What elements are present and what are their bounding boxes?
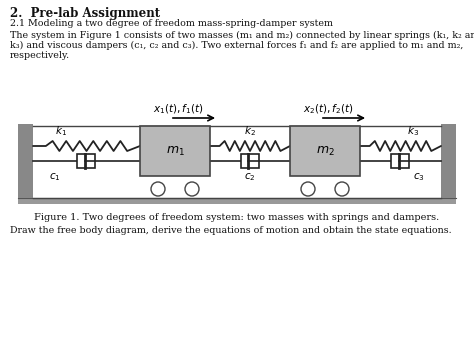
Bar — [392, 154, 410, 168]
Text: Draw the free body diagram, derive the equations of motion and obtain the state : Draw the free body diagram, derive the e… — [10, 226, 452, 235]
Circle shape — [185, 182, 199, 196]
Bar — [441, 124, 456, 198]
Text: $c_2$: $c_2$ — [244, 171, 256, 183]
Bar — [241, 154, 259, 168]
Text: respectively.: respectively. — [10, 51, 70, 60]
Circle shape — [301, 182, 315, 196]
Text: $m_2$: $m_2$ — [316, 144, 334, 157]
Bar — [290, 126, 360, 176]
Circle shape — [151, 182, 165, 196]
Text: $m_1$: $m_1$ — [165, 144, 184, 157]
Bar — [18, 198, 456, 204]
Text: $c_1$: $c_1$ — [49, 171, 61, 183]
Text: k₃) and viscous dampers (c₁, c₂ and c₃). Two external forces f₁ and f₂ are appli: k₃) and viscous dampers (c₁, c₂ and c₃).… — [10, 41, 464, 50]
Text: $k_2$: $k_2$ — [244, 124, 256, 138]
Text: $c_3$: $c_3$ — [413, 171, 425, 183]
Text: Figure 1. Two degrees of freedom system: two masses with springs and dampers.: Figure 1. Two degrees of freedom system:… — [35, 213, 439, 222]
Bar — [78, 154, 95, 168]
Bar — [18, 124, 33, 198]
Text: 2.  Pre-lab Assignment: 2. Pre-lab Assignment — [10, 7, 160, 20]
Text: $k_1$: $k_1$ — [55, 124, 67, 138]
Text: $x_2(t), f_2(t)$: $x_2(t), f_2(t)$ — [303, 103, 353, 116]
Text: The system in Figure 1 consists of two masses (m₁ and m₂) connected by linear sp: The system in Figure 1 consists of two m… — [10, 31, 474, 40]
Text: $k_3$: $k_3$ — [407, 124, 419, 138]
Text: $x_1(t), f_1(t)$: $x_1(t), f_1(t)$ — [153, 103, 203, 116]
Circle shape — [335, 182, 349, 196]
Text: 2.1 Modeling a two degree of freedom mass-spring-damper system: 2.1 Modeling a two degree of freedom mas… — [10, 19, 333, 28]
Bar — [140, 126, 210, 176]
